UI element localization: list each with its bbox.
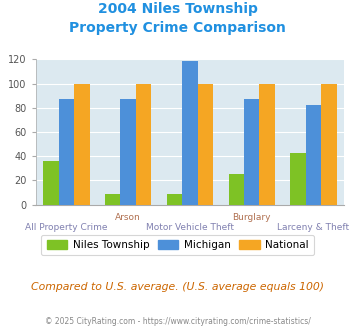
Bar — [43, 161, 59, 205]
Legend: Niles Township, Michigan, National: Niles Township, Michigan, National — [41, 235, 314, 255]
Bar — [167, 194, 182, 205]
Bar — [105, 194, 120, 205]
Text: Burglary: Burglary — [233, 213, 271, 222]
Bar — [306, 105, 321, 205]
Bar — [321, 83, 337, 205]
Text: All Property Crime: All Property Crime — [25, 223, 108, 232]
Bar — [59, 99, 74, 205]
Text: Property Crime Comparison: Property Crime Comparison — [69, 21, 286, 35]
Bar — [244, 99, 260, 205]
Text: Motor Vehicle Theft: Motor Vehicle Theft — [146, 223, 234, 232]
Bar — [198, 83, 213, 205]
Text: Compared to U.S. average. (U.S. average equals 100): Compared to U.S. average. (U.S. average … — [31, 282, 324, 292]
Bar — [229, 174, 244, 205]
Bar — [290, 152, 306, 205]
Text: Arson: Arson — [115, 213, 141, 222]
Bar — [260, 83, 275, 205]
Text: © 2025 CityRating.com - https://www.cityrating.com/crime-statistics/: © 2025 CityRating.com - https://www.city… — [45, 317, 310, 326]
Text: 2004 Niles Township: 2004 Niles Township — [98, 2, 257, 16]
Bar — [182, 61, 198, 205]
Text: Larceny & Theft: Larceny & Theft — [277, 223, 350, 232]
Bar — [120, 99, 136, 205]
Bar — [136, 83, 151, 205]
Bar — [74, 83, 89, 205]
